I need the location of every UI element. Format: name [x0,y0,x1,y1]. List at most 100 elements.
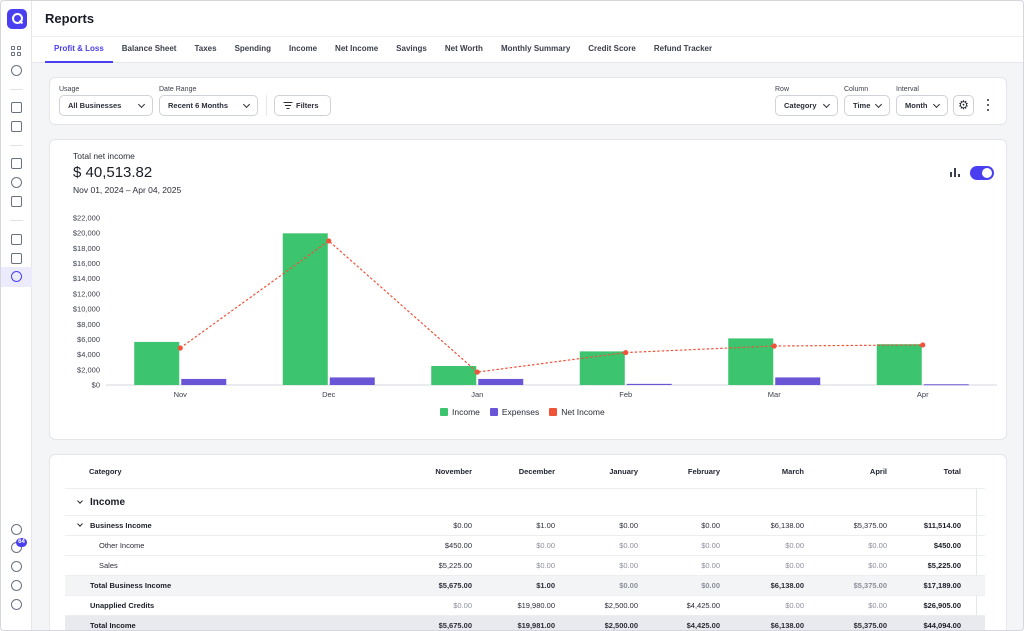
row-value: $0.00 [785,561,804,570]
legend-label: Net Income [561,407,605,417]
column-header: April [869,467,887,476]
tab-refund-tracker[interactable]: Refund Tracker [653,44,713,53]
legend-item[interactable]: Net Income [549,407,605,417]
y-tick-label: $0 [92,381,100,390]
filter-icon [283,102,292,110]
report-tabs: Profit & Loss Balance Sheet Taxes Spending I… [45,37,721,63]
bar-income-mar [728,338,774,385]
legend-label: Income [452,407,480,417]
search-report-icon[interactable] [11,253,22,264]
filter-bar: Usage All Businesses Date Range Recent 6… [49,77,1007,125]
row-value: $5,675.00 [438,581,472,590]
column-header: Category [89,467,122,476]
tab-savings[interactable]: Savings [396,44,427,53]
row-value: $19,980.00 [517,601,555,610]
row-value: $0.00 [619,561,638,570]
total-net-income-label: Total net income [73,151,135,161]
row-value: $44,094.00 [923,621,961,630]
table-row[interactable]: Total Income $5,675.00 $19,981.00 $2,500.00… [65,616,985,630]
bar-income-nov [134,341,180,385]
more-options-icon[interactable] [984,99,992,113]
row-value: $5,375.00 [853,621,887,630]
table-row[interactable]: Business Income $0.00 $1.00 $0.00 $0.00 $6,13… [65,516,985,536]
budget-icon[interactable] [11,158,22,169]
tab-net-worth[interactable]: Net Worth [444,44,483,53]
y-tick-label: $22,000 [73,214,100,223]
row-label: Total Business Income [90,581,172,590]
row-value: $1.00 [536,521,555,530]
table-row[interactable]: Other Income $450.00 $0.00 $0.00 $0.00 $0.00 $… [65,536,985,556]
chevron-down-icon[interactable] [77,521,83,527]
x-tick-label: Dec [322,390,336,399]
tab-monthly-summary[interactable]: Monthly Summary [500,44,571,53]
row-value: $2,500.00 [604,621,638,630]
report-settings-gear-icon[interactable]: ⚙ [953,95,974,116]
y-tick-label: $2,000 [77,365,100,374]
section-row-income[interactable]: Income [65,489,985,516]
row-value: $0.00 [619,521,638,530]
tab-credit-score[interactable]: Credit Score [588,44,636,53]
bar-expenses-apr [923,384,969,386]
tab-income[interactable]: Income [289,44,318,53]
table-row[interactable]: Sales $5,225.00 $0.00 $0.00 $0.00 $0.00 $0.00 $… [65,556,985,576]
interval-select[interactable]: Month [896,95,948,116]
row-value: $450.00 [444,541,472,550]
x-tick-label: Feb [619,390,632,399]
filters-button[interactable]: Filters [274,95,331,116]
bar-chart-icon[interactable] [950,168,960,177]
net-income-point-apr [920,342,926,348]
money-icon[interactable] [11,65,22,76]
column-header: January [609,467,638,476]
tab-taxes[interactable]: Taxes [194,44,217,53]
x-tick-label: Apr [917,390,929,399]
chevron-down-icon[interactable] [77,498,83,504]
dashboard-icon[interactable] [11,46,22,57]
row-value: $0.00 [453,601,472,610]
row-label: Other Income [99,541,145,550]
legend-item[interactable]: Income [440,407,480,417]
profile-icon[interactable] [11,599,22,610]
row-select[interactable]: Category [775,95,838,116]
row-value: $0.00 [536,541,555,550]
sync-icon[interactable] [11,524,22,535]
bar-expenses-feb [626,383,672,385]
investments-icon[interactable] [11,234,22,245]
reports-pie-icon[interactable] [11,271,22,282]
row-value: $0.00 [701,541,720,550]
usage-select[interactable]: All Businesses [59,95,153,116]
goals-icon[interactable] [11,177,22,188]
y-tick-label: $14,000 [73,274,100,283]
legend-swatch [489,408,498,416]
row-value: $0.00 [868,541,887,550]
chevron-down-icon [874,100,883,109]
tab-spending[interactable]: Spending [234,44,272,53]
row-value: $0.00 [785,601,804,610]
y-tick-label: $18,000 [73,244,100,253]
tab-balance-sheet[interactable]: Balance Sheet [121,44,177,53]
table-row[interactable]: Total Business Income $5,675.00 $1.00 $0.00… [65,576,985,596]
tab-net-income[interactable]: Net Income [335,44,379,53]
legend-item[interactable]: Expenses [489,407,539,417]
settings-icon[interactable] [11,580,22,591]
tab-profit-loss[interactable]: Profit & Loss [45,37,113,63]
date-range-text: Nov 01, 2024 – Apr 04, 2025 [73,185,182,195]
row-value: $11,514.00 [923,521,961,530]
x-tick-label: Mar [768,390,781,399]
calendar-icon[interactable] [11,196,22,207]
row-value: $19,981.00 [517,621,555,630]
transactions-icon[interactable] [11,102,22,113]
chart-toggle[interactable] [970,166,994,180]
bar-income-jan [431,366,477,385]
y-tick-label: $6,000 [77,335,100,344]
page-title: Reports [45,11,95,26]
y-tick-label: $20,000 [73,229,100,238]
column-select[interactable]: Time [844,95,890,116]
row-value: $5,675.00 [438,621,472,630]
help-icon[interactable] [11,561,22,572]
date-range-select[interactable]: Recent 6 Months [159,95,258,116]
table-row[interactable]: Unapplied Credits $0.00 $19,980.00 $2,500.0… [65,596,985,616]
app-logo-icon[interactable] [7,9,27,29]
accounts-icon[interactable] [11,121,22,132]
row-value: $17,189.00 [923,581,961,590]
net-income-point-mar [771,343,777,349]
